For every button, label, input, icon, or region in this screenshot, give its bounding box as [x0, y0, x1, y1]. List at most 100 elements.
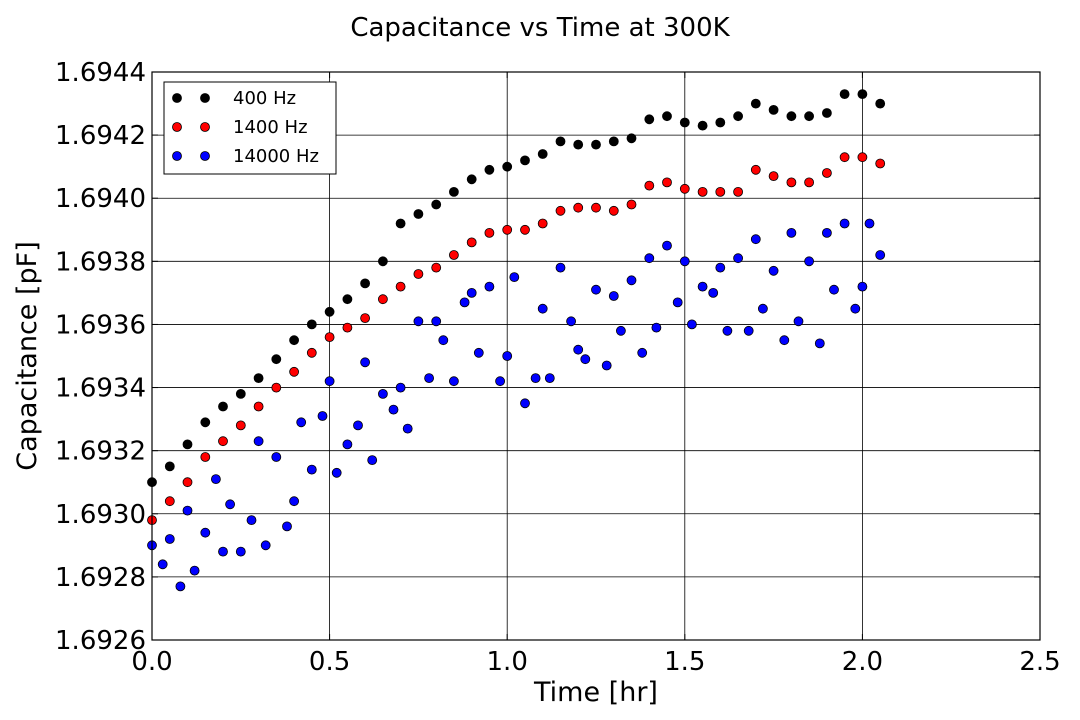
data-point — [377, 256, 388, 267]
data-point — [679, 183, 690, 194]
x-tick-label: 1.5 — [664, 647, 705, 677]
data-point — [331, 467, 342, 478]
data-point — [857, 281, 868, 292]
data-point — [697, 281, 708, 292]
data-point — [626, 199, 637, 210]
data-point — [573, 202, 584, 213]
data-point — [473, 347, 484, 358]
data-point — [804, 177, 814, 188]
data-point — [306, 464, 317, 475]
data-point — [306, 319, 317, 330]
data-point — [591, 284, 601, 295]
x-tick-label: 2.5 — [1019, 647, 1060, 677]
data-point — [253, 401, 264, 412]
legend-marker — [200, 151, 210, 161]
data-point — [839, 89, 850, 99]
data-point — [733, 111, 743, 122]
y-tick-label: 1.6934 — [55, 374, 146, 404]
data-point — [715, 262, 726, 273]
data-point — [644, 253, 655, 264]
y-tick-label: 1.6928 — [55, 563, 146, 593]
data-point — [484, 164, 495, 175]
data-point — [235, 388, 246, 399]
data-point — [182, 505, 193, 516]
y-tick-label: 1.6932 — [55, 437, 146, 467]
series-2 — [147, 218, 886, 592]
data-point — [342, 439, 353, 450]
data-point — [804, 256, 814, 267]
data-point — [573, 139, 584, 150]
data-point — [164, 496, 175, 507]
data-point — [402, 423, 413, 434]
data-point — [616, 325, 626, 336]
data-point — [289, 335, 300, 346]
data-point — [377, 294, 388, 305]
data-point — [601, 360, 612, 371]
data-point — [679, 256, 690, 267]
data-point — [822, 108, 832, 118]
data-point — [431, 199, 442, 210]
data-point — [758, 303, 768, 314]
data-point — [289, 496, 300, 507]
y-tick-label: 1.6938 — [55, 247, 146, 277]
data-point — [875, 158, 886, 169]
data-point — [377, 388, 388, 399]
data-point — [733, 253, 743, 264]
data-point — [637, 347, 648, 358]
data-point — [271, 452, 282, 462]
x-tick-label: 0.0 — [131, 647, 172, 677]
series-1 — [147, 152, 886, 525]
data-point — [431, 316, 442, 327]
legend-marker — [172, 93, 182, 103]
data-point — [697, 120, 708, 131]
data-point — [555, 136, 566, 147]
data-point — [484, 281, 495, 292]
data-point — [218, 436, 228, 447]
y-tick-label: 1.6942 — [55, 121, 146, 151]
data-point — [793, 316, 804, 327]
data-point — [520, 224, 530, 235]
data-point — [662, 111, 672, 122]
data-point — [235, 546, 246, 557]
x-tick-label: 1.0 — [487, 647, 528, 677]
data-point — [743, 325, 754, 336]
data-point — [509, 272, 520, 283]
data-point — [502, 224, 513, 235]
data-point — [484, 227, 495, 238]
data-point — [804, 111, 814, 122]
data-point — [829, 284, 839, 295]
data-point — [253, 373, 264, 384]
data-point — [200, 452, 211, 462]
data-point — [502, 161, 513, 172]
data-point — [395, 281, 406, 292]
data-point — [260, 540, 271, 551]
data-point — [822, 168, 832, 178]
data-point — [502, 351, 513, 361]
data-point — [360, 313, 371, 324]
data-point — [580, 354, 591, 365]
data-point — [218, 546, 228, 557]
y-tick-label: 1.6926 — [55, 626, 146, 656]
data-point — [235, 420, 246, 431]
data-point — [210, 474, 221, 485]
x-axis-label: Time [hr] — [533, 677, 658, 708]
data-point — [822, 227, 832, 238]
data-point — [715, 186, 726, 197]
data-point — [448, 376, 459, 387]
data-point — [850, 303, 861, 314]
data-point — [715, 117, 726, 128]
series-0 — [147, 89, 886, 488]
data-point — [786, 111, 797, 122]
data-point — [768, 171, 779, 182]
data-point — [864, 218, 875, 229]
data-point — [175, 581, 186, 592]
legend-label: 400 Hz — [233, 88, 296, 109]
data-point — [353, 420, 363, 431]
data-point — [459, 297, 470, 308]
data-point — [189, 565, 200, 576]
data-point — [424, 373, 435, 384]
data-point — [395, 218, 406, 229]
data-point — [495, 376, 506, 387]
data-point — [814, 338, 825, 349]
